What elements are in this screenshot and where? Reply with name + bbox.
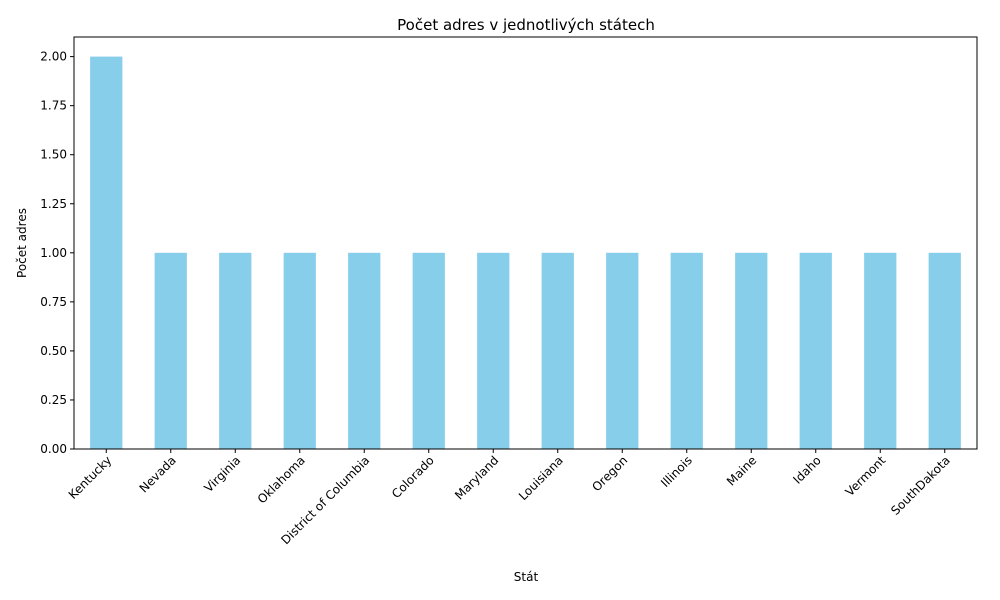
- bar-district-of-columbia: [348, 252, 381, 449]
- y-tick-label: 0.00: [40, 442, 67, 456]
- y-tick-label: 1.00: [40, 246, 67, 260]
- bar-kentucky: [90, 56, 123, 450]
- x-tick-label: SouthDakota: [888, 453, 953, 518]
- x-tick-label: Colorado: [389, 453, 437, 501]
- y-tick-label: 1.75: [40, 99, 67, 113]
- y-axis-label: Počet adres: [15, 208, 29, 278]
- bar-nevada: [154, 252, 187, 449]
- bar-idaho: [799, 252, 832, 449]
- bars-group: [90, 56, 961, 450]
- bar-colorado: [412, 252, 445, 449]
- x-tick-label: Oklahoma: [255, 453, 308, 506]
- x-tick-label: Nevada: [137, 453, 179, 495]
- bar-vermont: [864, 252, 897, 449]
- bar-southdakota: [928, 252, 961, 449]
- x-tick-label: Vermont: [843, 453, 889, 499]
- bar-illinois: [670, 252, 703, 449]
- bar-oklahoma: [283, 252, 316, 449]
- x-tick-label: Maine: [724, 453, 759, 488]
- chart-title: Počet adres v jednotlivých státech: [397, 16, 655, 34]
- x-tick-label: Idaho: [790, 453, 824, 487]
- bar-louisiana: [541, 252, 574, 449]
- y-tick-label: 0.25: [40, 393, 67, 407]
- bar-oregon: [606, 252, 639, 449]
- y-axis: 0.00 0.25 0.50 0.75 1.00 1.25 1.50 1.75 2.00: [40, 50, 74, 456]
- bar-virginia: [219, 252, 252, 449]
- y-tick-label: 0.50: [40, 344, 67, 358]
- y-tick-label: 2.00: [40, 50, 67, 64]
- x-tick-label: Oregon: [589, 453, 630, 494]
- y-tick-label: 0.75: [40, 295, 67, 309]
- y-tick-label: 1.25: [40, 197, 67, 211]
- plot-frame: [73, 36, 978, 450]
- x-tick-label: Kentucky: [66, 453, 115, 502]
- x-tick-label: Louisiana: [516, 453, 566, 503]
- x-axis-label: Stát: [514, 570, 539, 584]
- x-tick-label: Maryland: [452, 453, 501, 502]
- bar-maine: [735, 252, 768, 449]
- x-tick-label: Illinois: [658, 453, 695, 490]
- y-tick-label: 1.50: [40, 148, 67, 162]
- x-tick-label: Virginia: [201, 453, 243, 495]
- bar-maryland: [477, 252, 510, 449]
